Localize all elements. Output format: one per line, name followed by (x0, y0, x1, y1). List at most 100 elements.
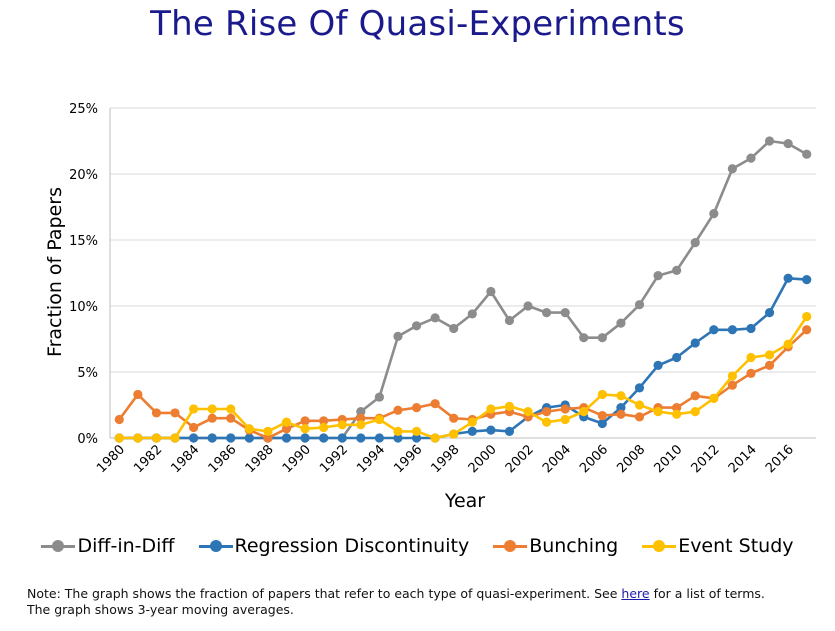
data-point (746, 352, 756, 363)
y-tick-label: 15% (69, 234, 98, 249)
legend-item: Regression Discontinuity (198, 535, 469, 557)
data-point (542, 308, 552, 318)
data-point (727, 380, 737, 390)
data-point (467, 309, 477, 319)
data-point (504, 401, 515, 411)
data-point (746, 368, 756, 378)
footnote: Note: The graph shows the fraction of pa… (27, 586, 827, 618)
data-point (244, 433, 254, 443)
y-tick-label: 5% (77, 366, 98, 381)
data-point (783, 273, 793, 283)
series-line (119, 139, 808, 440)
data-point (411, 321, 422, 331)
note-line2: The graph shows 3-year moving averages. (27, 602, 294, 617)
x-tick-label: 2000 (466, 442, 500, 476)
data-point (672, 409, 682, 419)
data-point (393, 426, 403, 436)
data-point (114, 414, 124, 425)
data-point (226, 404, 236, 414)
data-point (114, 433, 124, 443)
data-point (300, 416, 310, 426)
data-point (430, 313, 440, 323)
data-point (634, 300, 645, 310)
series-regression-discontinuity (114, 273, 812, 443)
data-point (449, 413, 459, 423)
data-point (133, 389, 143, 400)
legend-item: Diff-in-Diff (41, 535, 175, 557)
legend-swatch (41, 539, 76, 553)
data-point (560, 414, 570, 425)
legend-swatch (198, 539, 233, 553)
data-point (690, 391, 700, 401)
data-point (207, 433, 217, 443)
data-point (690, 238, 700, 248)
data-point (486, 404, 496, 414)
data-point (727, 371, 737, 381)
x-axis-ticks: 1980 1982 1984 1986 1988 1990 1992 1994 1996 1998… (94, 442, 797, 476)
data-point (672, 403, 682, 413)
x-tick-label: 2006 (577, 442, 611, 476)
data-point (356, 407, 366, 417)
data-point (244, 424, 254, 434)
legend-label: Bunching (529, 535, 619, 557)
data-point (449, 429, 459, 439)
data-point (616, 391, 626, 401)
x-tick-label: 1980 (94, 442, 128, 476)
x-tick-label: 1992 (317, 442, 351, 476)
data-point (207, 404, 217, 414)
x-tick-label: 2012 (689, 442, 723, 476)
data-point (616, 318, 626, 328)
x-tick-label: 2002 (503, 442, 537, 476)
data-point (690, 338, 700, 348)
data-point (374, 414, 384, 425)
data-point (597, 410, 607, 421)
data-point (727, 164, 737, 174)
data-point (634, 412, 645, 422)
x-tick-label: 2008 (614, 442, 648, 476)
data-point (579, 407, 589, 417)
terms-link[interactable]: here (621, 586, 650, 601)
data-point (393, 331, 403, 341)
data-point (356, 420, 366, 430)
data-point (226, 433, 236, 443)
y-axis-label: Fraction of Papers (44, 187, 66, 357)
data-point (430, 433, 440, 443)
data-point (672, 265, 682, 275)
legend-swatch (493, 539, 528, 553)
data-point (300, 433, 310, 443)
data-point (764, 308, 775, 318)
legend-swatch (642, 539, 677, 553)
data-point (263, 426, 273, 436)
x-axis-label: Year (444, 490, 485, 512)
data-point (393, 405, 403, 415)
data-point (783, 139, 793, 149)
data-point (281, 433, 292, 443)
data-point (319, 416, 329, 426)
data-point (504, 426, 515, 436)
data-point (374, 433, 384, 443)
data-point (151, 433, 162, 443)
series-bunching (114, 325, 812, 443)
x-tick-label: 2016 (763, 442, 797, 476)
x-tick-label: 1996 (391, 442, 425, 476)
data-point (634, 400, 645, 410)
data-point (653, 360, 663, 370)
data-point (226, 413, 236, 423)
data-point (207, 413, 217, 423)
y-tick-label: 25% (69, 102, 98, 117)
x-tick-label: 2014 (726, 442, 760, 476)
line-chart: 0%5%10%15%20%25% 1980 1982 1984 1986 1988 199… (44, 102, 816, 512)
x-tick-label: 1990 (280, 442, 314, 476)
data-point (597, 418, 607, 429)
x-tick-label: 2010 (651, 442, 685, 476)
x-tick-label: 1994 (354, 442, 388, 476)
data-point (189, 433, 199, 443)
data-point (319, 433, 329, 443)
data-point (560, 308, 570, 318)
data-point (337, 420, 347, 430)
data-point (560, 404, 570, 414)
data-point (374, 392, 384, 402)
data-point (523, 301, 533, 311)
data-point (727, 325, 737, 335)
data-point (263, 433, 273, 443)
